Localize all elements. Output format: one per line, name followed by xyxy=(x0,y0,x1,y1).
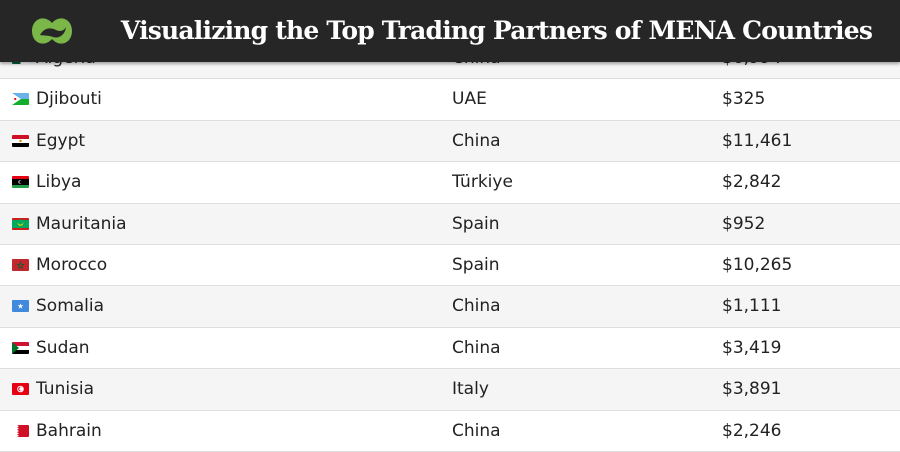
libya-flag-icon xyxy=(12,176,29,189)
trade-value-cell: $325 xyxy=(722,89,766,110)
country-cell: Tunisia xyxy=(12,369,94,410)
country-name: Morocco xyxy=(36,254,108,275)
tunisia-flag-icon xyxy=(12,383,29,396)
mauritania-flag-icon xyxy=(12,217,29,230)
table-row: Bahrain China $2,246 xyxy=(0,410,900,452)
country-name: Tunisia xyxy=(36,379,95,400)
morocco-flag-icon xyxy=(12,258,29,271)
partner-cell: Türkiye xyxy=(452,172,513,193)
country-cell: Bahrain xyxy=(12,411,102,452)
sudan-flag-icon xyxy=(12,341,29,354)
partner-cell: Spain xyxy=(452,213,500,234)
table-row: Sudan China $3,419 xyxy=(0,327,900,370)
country-name: Djibouti xyxy=(36,89,102,110)
table-row: Morocco Spain $10,265 xyxy=(0,244,900,287)
trade-value-cell: $1,111 xyxy=(722,296,782,317)
partner-cell: UAE xyxy=(452,89,487,110)
country-cell: Egypt xyxy=(12,121,85,162)
page-title: Visualizing the Top Trading Partners of … xyxy=(120,16,873,45)
page-header: Visualizing the Top Trading Partners of … xyxy=(0,0,900,62)
somalia-flag-icon xyxy=(12,300,29,313)
partner-cell: China xyxy=(452,130,501,151)
bahrain-flag-icon xyxy=(12,424,29,437)
partner-cell: China xyxy=(452,420,501,441)
table-row: Djibouti UAE $325 xyxy=(0,79,900,121)
trade-value-cell: $2,246 xyxy=(722,420,782,441)
country-name: Egypt xyxy=(36,130,86,151)
country-name: Mauritania xyxy=(36,213,127,234)
egypt-flag-icon xyxy=(12,134,29,147)
country-cell: Morocco xyxy=(12,245,107,286)
country-cell: Djibouti xyxy=(12,79,102,120)
trade-value-cell: $3,419 xyxy=(722,337,782,358)
country-name: Somalia xyxy=(36,296,105,317)
country-cell: Libya xyxy=(12,162,81,203)
country-name: Libya xyxy=(36,172,82,193)
trade-value-cell: $2,842 xyxy=(722,172,782,193)
country-cell: Somalia xyxy=(12,286,104,327)
table-row: Tunisia Italy $3,891 xyxy=(0,369,900,411)
partner-cell: Spain xyxy=(452,254,500,275)
country-cell: Mauritania xyxy=(12,204,127,245)
partner-cell: China xyxy=(452,337,501,358)
trade-value-cell: $11,461 xyxy=(722,130,793,151)
table-row: Egypt China $11,461 xyxy=(0,120,900,163)
country-name: Bahrain xyxy=(36,420,102,441)
trade-value-cell: $10,265 xyxy=(722,254,793,275)
table-row: Libya Türkiye $2,842 xyxy=(0,162,900,204)
trading-partners-table: Algeria China $6,994 Djibouti UAE $325 E… xyxy=(0,38,900,452)
partner-cell: China xyxy=(452,296,501,317)
djibouti-flag-icon xyxy=(12,93,29,106)
trade-value-cell: $3,891 xyxy=(722,379,782,400)
table-row: Somalia China $1,111 xyxy=(0,286,900,328)
country-name: Sudan xyxy=(36,337,90,358)
partner-cell: Italy xyxy=(452,379,489,400)
visual-capitalist-logo-icon xyxy=(32,18,72,44)
country-cell: Sudan xyxy=(12,328,90,369)
trade-value-cell: $952 xyxy=(722,213,766,234)
table-row: Mauritania Spain $952 xyxy=(0,203,900,245)
